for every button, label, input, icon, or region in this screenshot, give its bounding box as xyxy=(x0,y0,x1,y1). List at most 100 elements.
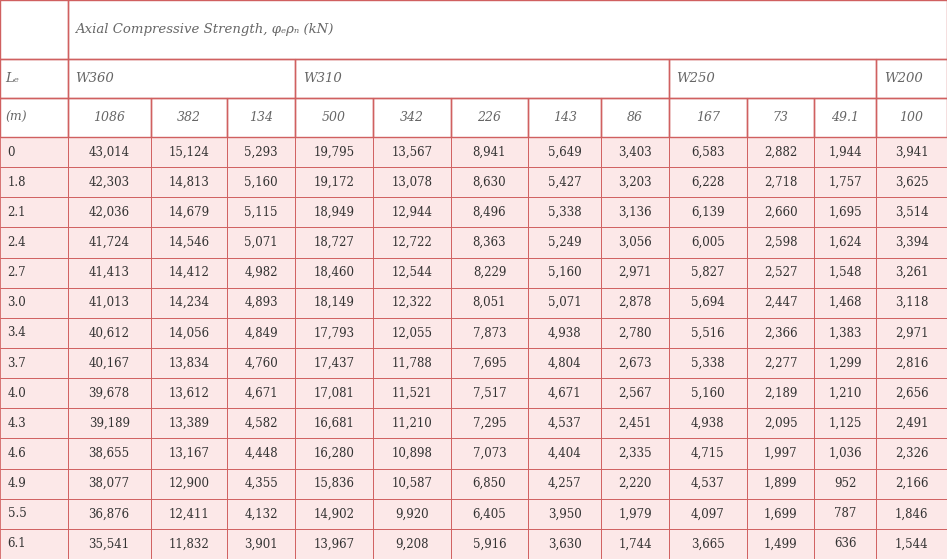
Bar xyxy=(373,318,451,348)
Text: 3.0: 3.0 xyxy=(8,296,27,309)
Bar xyxy=(528,529,601,559)
Text: 8,229: 8,229 xyxy=(473,266,506,279)
Text: 3,394: 3,394 xyxy=(895,236,928,249)
Bar xyxy=(876,288,947,318)
Text: 42,036: 42,036 xyxy=(89,206,130,219)
Text: 13,834: 13,834 xyxy=(169,357,209,369)
Bar xyxy=(68,137,151,167)
Text: 4,448: 4,448 xyxy=(244,447,278,460)
Bar xyxy=(373,137,451,167)
Bar xyxy=(746,348,814,378)
Bar xyxy=(295,438,373,468)
Bar xyxy=(0,98,68,137)
Bar xyxy=(746,258,814,288)
Bar xyxy=(669,499,746,529)
Bar xyxy=(669,59,876,98)
Bar xyxy=(601,348,669,378)
Bar xyxy=(0,499,68,529)
Bar xyxy=(373,378,451,408)
Bar xyxy=(814,378,876,408)
Bar xyxy=(295,98,373,137)
Bar xyxy=(746,258,814,288)
Bar xyxy=(601,468,669,499)
Bar xyxy=(151,408,227,438)
Bar xyxy=(151,197,227,228)
Bar xyxy=(227,499,295,529)
Text: 8,941: 8,941 xyxy=(473,145,507,159)
Text: 15,836: 15,836 xyxy=(313,477,354,490)
Bar xyxy=(746,98,814,137)
Text: 2,189: 2,189 xyxy=(764,387,797,400)
Text: 2,971: 2,971 xyxy=(895,326,928,339)
Bar xyxy=(451,137,528,167)
Text: 14,546: 14,546 xyxy=(169,236,209,249)
Bar xyxy=(746,228,814,258)
Bar xyxy=(601,288,669,318)
Text: 13,612: 13,612 xyxy=(169,387,209,400)
Bar xyxy=(151,137,227,167)
Text: 5,516: 5,516 xyxy=(691,326,724,339)
Bar xyxy=(669,197,746,228)
Text: 10,898: 10,898 xyxy=(391,447,432,460)
Bar xyxy=(601,137,669,167)
Bar xyxy=(227,468,295,499)
Bar xyxy=(373,348,451,378)
Bar xyxy=(669,438,746,468)
Text: 3,665: 3,665 xyxy=(691,537,724,551)
Text: 2,882: 2,882 xyxy=(764,145,797,159)
Bar xyxy=(227,468,295,499)
Bar xyxy=(68,499,151,529)
Text: 4,404: 4,404 xyxy=(547,447,581,460)
Text: W200: W200 xyxy=(884,72,922,85)
Bar xyxy=(451,318,528,348)
Text: 4,982: 4,982 xyxy=(244,266,277,279)
Text: 3,118: 3,118 xyxy=(895,296,928,309)
Bar xyxy=(876,438,947,468)
Bar xyxy=(68,137,151,167)
Bar xyxy=(669,468,746,499)
Text: 15,124: 15,124 xyxy=(169,145,209,159)
Bar xyxy=(451,258,528,288)
Text: 6,405: 6,405 xyxy=(473,507,507,520)
Bar xyxy=(814,98,876,137)
Text: 4,257: 4,257 xyxy=(548,477,581,490)
Bar xyxy=(0,529,68,559)
Text: 3,261: 3,261 xyxy=(895,266,928,279)
Bar xyxy=(814,348,876,378)
Bar xyxy=(295,197,373,228)
Text: 1,695: 1,695 xyxy=(829,206,862,219)
Bar xyxy=(373,167,451,197)
Bar xyxy=(68,228,151,258)
Bar xyxy=(373,167,451,197)
Bar xyxy=(451,98,528,137)
Bar xyxy=(295,258,373,288)
Text: 4,715: 4,715 xyxy=(691,447,724,460)
Text: 4,893: 4,893 xyxy=(244,296,278,309)
Bar xyxy=(68,0,947,59)
Bar xyxy=(295,258,373,288)
Text: 11,210: 11,210 xyxy=(391,417,432,430)
Bar xyxy=(0,59,68,98)
Text: 1,899: 1,899 xyxy=(764,477,797,490)
Bar xyxy=(295,378,373,408)
Text: 5,427: 5,427 xyxy=(548,176,581,189)
Bar xyxy=(373,529,451,559)
Text: 2,451: 2,451 xyxy=(618,417,652,430)
Bar xyxy=(669,137,746,167)
Text: 19,172: 19,172 xyxy=(313,176,354,189)
Bar xyxy=(373,468,451,499)
Text: W360: W360 xyxy=(76,72,114,85)
Text: 2,598: 2,598 xyxy=(764,236,797,249)
Text: (m): (m) xyxy=(6,111,27,124)
Bar xyxy=(373,378,451,408)
Text: 3,625: 3,625 xyxy=(895,176,928,189)
Bar xyxy=(151,529,227,559)
Bar xyxy=(814,499,876,529)
Bar xyxy=(746,137,814,167)
Bar xyxy=(295,167,373,197)
Bar xyxy=(528,288,601,318)
Text: 636: 636 xyxy=(834,537,857,551)
Text: 1,299: 1,299 xyxy=(829,357,862,369)
Text: 73: 73 xyxy=(773,111,789,124)
Bar xyxy=(227,98,295,137)
